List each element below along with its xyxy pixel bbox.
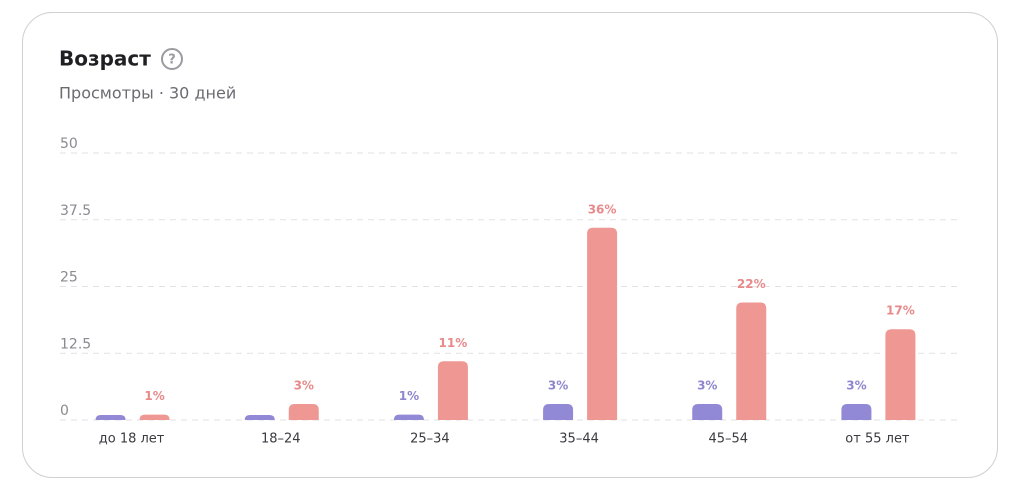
x-tick-label: 45–54 bbox=[708, 432, 748, 447]
value-label: 3% bbox=[548, 378, 568, 392]
value-label: 3% bbox=[697, 378, 717, 392]
bar bbox=[393, 414, 424, 420]
y-tick-label: 37.5 bbox=[60, 203, 91, 219]
bar bbox=[841, 403, 872, 420]
bar bbox=[437, 361, 468, 420]
value-label: 1% bbox=[144, 389, 164, 403]
chart-title: Возраст bbox=[59, 47, 151, 71]
bar bbox=[288, 403, 319, 420]
value-label: 36% bbox=[588, 202, 617, 216]
y-tick-label: 0 bbox=[60, 403, 69, 419]
bar bbox=[885, 329, 916, 420]
x-tick-label: 25–34 bbox=[410, 432, 450, 447]
y-tick-label: 25 bbox=[60, 270, 78, 286]
value-label: 11% bbox=[439, 336, 468, 350]
bar bbox=[692, 403, 723, 420]
value-label: 17% bbox=[886, 304, 915, 318]
x-tick-label: 35–44 bbox=[559, 432, 599, 447]
bar bbox=[543, 403, 574, 420]
bar bbox=[95, 415, 126, 420]
x-tick-label: от 55 лет bbox=[845, 432, 910, 447]
y-tick-label: 50 bbox=[60, 136, 78, 152]
chart-subtitle: Просмотры · 30 дней bbox=[59, 84, 236, 103]
bar bbox=[587, 227, 618, 420]
bar bbox=[736, 302, 767, 420]
value-label: 22% bbox=[737, 277, 766, 291]
bar bbox=[139, 414, 170, 420]
y-tick-label: 12.5 bbox=[60, 336, 91, 352]
svg-text:?: ? bbox=[168, 53, 176, 68]
help-icon[interactable]: ? bbox=[161, 48, 183, 70]
value-label: 3% bbox=[294, 378, 314, 392]
x-tick-label: до 18 лет bbox=[99, 432, 165, 447]
value-label: 1% bbox=[399, 389, 419, 403]
x-tick-label: 18–24 bbox=[261, 432, 301, 447]
value-label: 3% bbox=[846, 378, 866, 392]
bar bbox=[244, 415, 275, 420]
